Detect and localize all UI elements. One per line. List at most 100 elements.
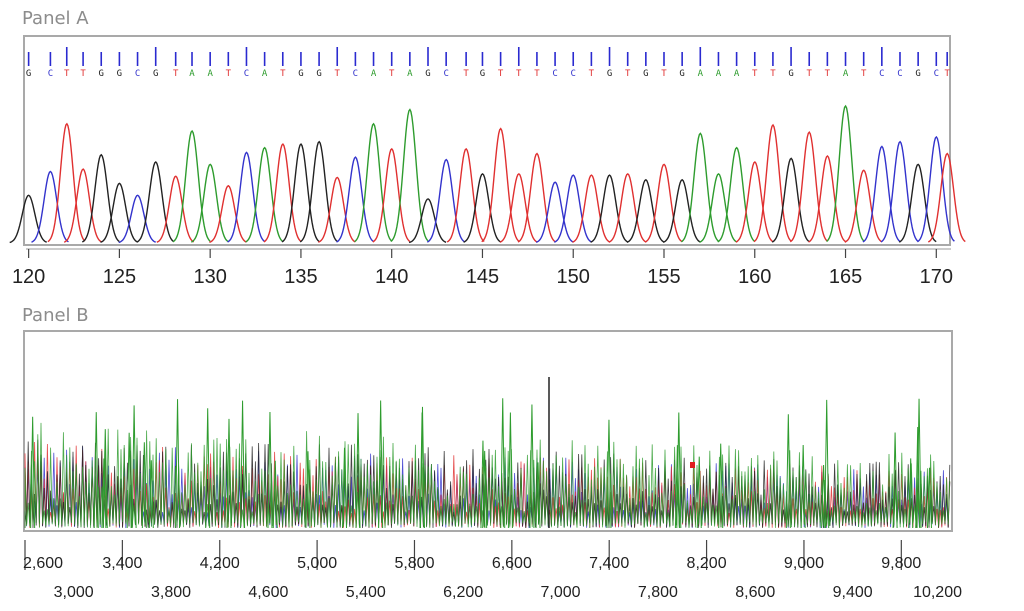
base-call: A [716, 69, 722, 79]
tall-peak [800, 444, 806, 529]
base-call: T [861, 69, 867, 79]
trace-peak-A [190, 163, 229, 243]
trace-peak-C [227, 151, 266, 243]
tall-peak [892, 432, 898, 529]
tall-peak [606, 419, 612, 529]
trace-peak-T [317, 176, 356, 243]
x-tick-label-upper: 8,200 [687, 555, 727, 572]
trace-peak-T [47, 122, 86, 243]
trace-peak-C [916, 135, 955, 243]
base-call: G [480, 69, 485, 79]
x-tick-label: 140 [375, 266, 408, 288]
base-call: A [407, 69, 413, 79]
trace-peak-C [118, 194, 156, 244]
base-call: G [117, 69, 122, 79]
tall-peak [824, 399, 830, 529]
base-call: C [897, 69, 902, 79]
tall-peak [500, 398, 506, 529]
trace-peak-T [517, 152, 556, 243]
panel-a-frame [23, 35, 951, 246]
trace-A [24, 422, 951, 529]
trace-peak-C [31, 170, 69, 243]
base-call: T [64, 69, 70, 79]
x-tick-label-lower: 7,800 [638, 584, 678, 601]
tall-peak [341, 447, 347, 529]
panel-b-label: Panel B [22, 305, 89, 326]
x-tick-label-lower: 8,600 [735, 584, 775, 601]
x-tick-label: 125 [103, 266, 136, 288]
x-tick-label-lower: 7,000 [541, 584, 581, 601]
trace-peak-T [372, 147, 411, 243]
base-call: T [335, 69, 341, 79]
trace-peak-C [554, 174, 592, 243]
x-tick-label-lower: 5,400 [346, 584, 386, 601]
trace-peak-A [354, 122, 393, 243]
trace-peak-A [699, 172, 737, 243]
base-call: C [48, 69, 53, 79]
base-call: A [189, 69, 195, 79]
trace-peak-A [390, 108, 429, 243]
x-tick-label: 160 [738, 266, 771, 288]
base-call: A [698, 69, 704, 79]
base-call: T [389, 69, 395, 79]
base-call: A [843, 69, 849, 79]
tall-peak [93, 412, 99, 529]
x-tick-label-upper: 4,200 [200, 555, 240, 572]
tall-peak [482, 450, 488, 529]
tall-peak [507, 412, 513, 529]
base-call: T [280, 69, 286, 79]
x-tick-label-upper: 5,800 [394, 555, 434, 572]
trace-peak-T [735, 161, 774, 243]
trace-peak-A [826, 104, 865, 243]
tall-peak [101, 458, 107, 529]
trace-peak-G [771, 157, 810, 243]
x-tick-label: 145 [466, 266, 499, 288]
trace-peak-G [281, 143, 320, 243]
trace-peak-T [263, 143, 302, 243]
base-call: A [262, 69, 268, 79]
base-call: C [934, 69, 939, 79]
x-tick-label-lower: 9,400 [833, 584, 873, 601]
trace-peak-T [789, 131, 828, 243]
base-call: G [425, 69, 430, 79]
tall-peak [175, 399, 181, 529]
trace-peak-A [717, 146, 756, 243]
tall-peak [916, 398, 922, 529]
trace-peak-G [136, 161, 175, 243]
base-call: T [825, 69, 831, 79]
base-call: T [516, 69, 522, 79]
trace-peak-G [590, 174, 628, 243]
tall-peak [676, 412, 682, 529]
base-call: C [244, 69, 249, 79]
tall-peak [141, 442, 147, 529]
tall-peak [355, 413, 361, 529]
trace-peak-C [336, 156, 374, 243]
trace-peak-T [446, 147, 485, 243]
tall-peak [148, 460, 154, 529]
x-tick-label-lower: 4,600 [248, 584, 288, 601]
base-call: G [915, 69, 920, 79]
x-tick-label-lower: 6,200 [443, 584, 483, 601]
base-call: A [734, 69, 740, 79]
x-tick-label: 170 [920, 266, 953, 288]
base-call: C [552, 69, 557, 79]
tall-peak [240, 400, 246, 529]
trace-peak-T [63, 168, 102, 243]
x-tick-label-upper: 7,400 [589, 555, 629, 572]
trace-peak-G [626, 178, 665, 243]
trace-peak-T [753, 123, 792, 243]
tall-peak [126, 432, 132, 529]
tall-peak [378, 400, 384, 529]
tall-peak [915, 426, 921, 529]
tall-peak [30, 416, 36, 529]
tall-peak [419, 406, 425, 529]
trace-peak-G [100, 182, 138, 243]
trace-peak-T [844, 169, 883, 243]
base-call: T [661, 69, 667, 79]
base-call: T [463, 69, 469, 79]
x-tick-label: 135 [284, 266, 317, 288]
tall-peak [131, 405, 137, 529]
trace-peak-T [499, 172, 538, 243]
x-tick-label-upper: 5,000 [297, 555, 337, 572]
x-tick-label-lower: 10,200 [913, 584, 962, 601]
